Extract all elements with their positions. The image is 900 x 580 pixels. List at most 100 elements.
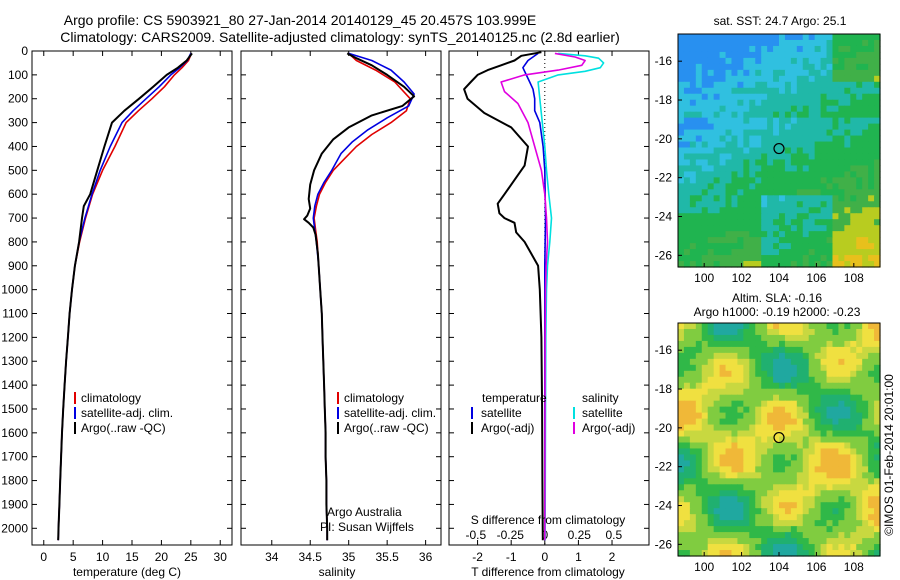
map-cell	[796, 153, 804, 161]
map-cell	[838, 532, 845, 539]
map-cell	[850, 255, 857, 262]
map-cell	[678, 159, 685, 167]
map-cell	[761, 117, 768, 125]
map-cell	[755, 544, 762, 551]
map-cell	[683, 352, 691, 360]
map-cell	[862, 460, 869, 467]
map-cell	[826, 123, 834, 131]
map-cell	[719, 123, 727, 131]
map-cell	[743, 129, 750, 137]
map-cell	[779, 514, 786, 521]
map-cell	[737, 207, 744, 214]
map-cell	[796, 388, 804, 396]
map-cell	[683, 225, 691, 232]
map-cell	[874, 323, 881, 330]
map-cell	[743, 424, 750, 432]
map-cell	[683, 123, 691, 131]
map-cell	[844, 147, 851, 155]
map-cell	[808, 225, 816, 232]
map-cell	[862, 45, 869, 53]
map-cell	[838, 117, 845, 125]
map-cell	[796, 177, 804, 184]
map-cell	[844, 105, 851, 113]
map-cell	[779, 177, 786, 184]
map-cell	[796, 352, 804, 360]
map-cell	[826, 195, 834, 202]
map-cell	[689, 526, 697, 533]
map-cell	[808, 478, 816, 485]
map-cell	[874, 364, 881, 372]
map-cell	[695, 526, 703, 533]
map-cell	[814, 237, 822, 244]
y-tick-label: -18	[655, 382, 673, 396]
map-cell	[784, 249, 792, 256]
map-cell	[856, 117, 863, 125]
map-cell	[773, 195, 780, 202]
map-cell	[802, 207, 810, 214]
map-cell	[695, 63, 703, 71]
map-cell	[779, 159, 786, 167]
map-cell	[683, 45, 691, 53]
map-cell	[725, 370, 733, 378]
map-cell	[850, 195, 857, 202]
map-cell	[713, 334, 721, 342]
map-cell	[862, 81, 869, 89]
map-cell	[796, 550, 804, 557]
map-cell	[832, 448, 840, 456]
map-cell	[749, 460, 756, 467]
map-cell	[755, 135, 762, 143]
map-cell	[868, 105, 875, 113]
map-cell	[719, 442, 727, 450]
map-cell	[808, 436, 816, 444]
map-cell	[826, 105, 834, 113]
map-cell	[683, 478, 691, 485]
map-cell	[678, 165, 685, 173]
map-cell	[862, 129, 869, 137]
map-cell	[761, 171, 768, 178]
map-cell	[767, 147, 774, 155]
map-cell	[719, 141, 727, 149]
map-cell	[856, 189, 863, 196]
map-cell	[761, 484, 768, 491]
map-cell	[678, 45, 685, 53]
map-cell	[707, 490, 715, 497]
map-cell	[749, 448, 756, 456]
map-cell	[749, 123, 756, 131]
y-tick-label: -20	[655, 132, 673, 146]
map-cell	[719, 388, 727, 396]
map-cell	[701, 243, 709, 250]
map-cell	[755, 153, 762, 161]
map-cell	[784, 201, 792, 208]
map-cell	[868, 135, 875, 143]
map-cell	[790, 249, 798, 256]
map-cell	[796, 340, 804, 348]
map-cell	[790, 207, 798, 214]
map-cell	[707, 141, 715, 149]
map-cell	[755, 388, 762, 396]
map-cell	[838, 358, 845, 366]
map-cell	[814, 81, 822, 89]
map-cell	[850, 520, 857, 527]
map-cell	[838, 87, 845, 95]
map-cell	[707, 466, 715, 473]
map-cell	[731, 105, 739, 113]
map-cell	[856, 129, 863, 137]
map-cell	[731, 159, 739, 167]
map-cell	[689, 51, 697, 59]
map-cell	[844, 484, 851, 491]
map-cell	[814, 219, 822, 226]
map-cell	[755, 129, 762, 137]
map-cell	[683, 105, 691, 113]
map-cell	[862, 436, 869, 444]
map-cell	[826, 93, 834, 101]
map-cell	[790, 147, 798, 155]
map-cell	[731, 460, 739, 467]
map-cell	[761, 105, 768, 113]
map-cell	[695, 502, 703, 509]
map-cell	[707, 538, 715, 545]
map-cell	[719, 147, 727, 155]
map-cell	[802, 406, 810, 414]
map-cell	[707, 117, 715, 125]
map-cell	[689, 213, 697, 220]
map-cell	[719, 526, 727, 533]
